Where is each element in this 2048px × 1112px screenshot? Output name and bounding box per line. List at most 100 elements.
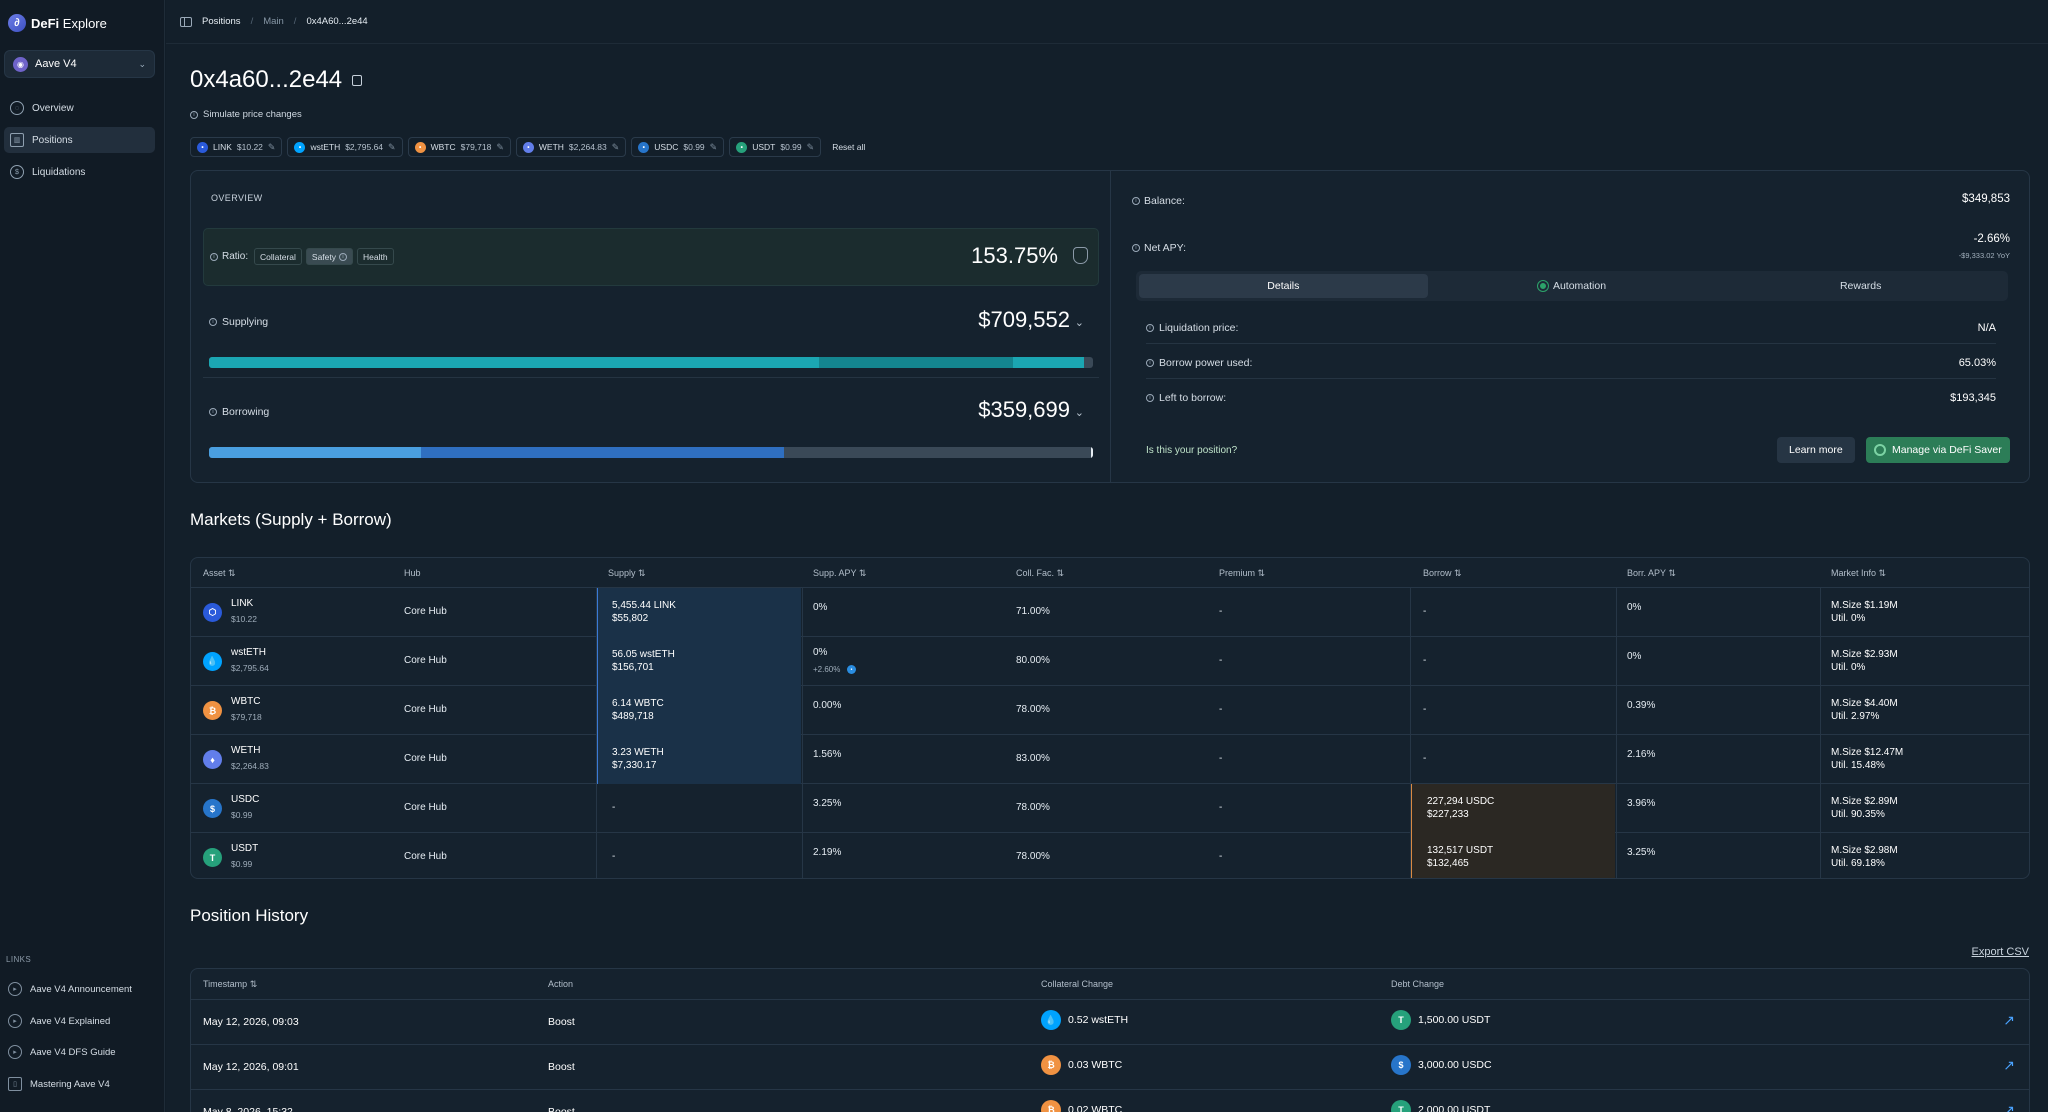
ratio-collateral-button[interactable]: Collateral [254,248,302,265]
column-header[interactable]: Premium ⇅ [1219,568,1266,578]
left-to-borrow-value: $193,345 [1950,392,1996,404]
column-header[interactable]: Coll. Fac. ⇅ [1016,568,1065,578]
weth-token-icon: • [522,141,534,153]
app-logo[interactable]: ∂ DeFi Explore [8,14,107,32]
chevron-down-icon[interactable]: ⌄ [1074,317,1084,329]
borrow-bar-segment [421,447,784,458]
column-header[interactable]: Supply ⇅ [608,568,646,578]
tab-details[interactable]: Details [1139,274,1428,298]
table-row[interactable]: ₿ WBTC $79,718 Core Hub 6.14 WBTC $489,718 0.0… [191,686,2029,735]
chip-price: $10.22 [236,142,263,152]
link-announcement[interactable]: ▸ Aave V4 Announcement [8,979,132,999]
sort-icon[interactable]: ⇅ [1451,568,1462,578]
price-chip-wsteth[interactable]: • wstETH $2,795.64 ✎ [287,137,403,157]
link-dfs-guide[interactable]: ▸ Aave V4 DFS Guide [8,1042,116,1062]
history-row[interactable]: May 8, 2026, 15:32 Boost ₿ 0.02 WBTC T 2,000.… [191,1089,2029,1112]
debt-amount: 2,000.00 USDT [1418,1104,1491,1112]
liquidation-price-value: N/A [1977,322,1996,334]
column-header[interactable]: Market Info ⇅ [1831,568,1887,578]
borrow-usd: $227,233 [1427,809,1469,820]
protocol-select[interactable]: ◉ Aave V4 ⌄ [4,50,155,78]
book-icon: ▯ [8,1077,22,1091]
column-header[interactable]: Supp. APY ⇅ [813,568,867,578]
external-link-icon[interactable]: ↗ [2003,1012,2015,1028]
history-row[interactable]: May 12, 2026, 09:01 Boost ₿ 0.03 WBTC $3,000… [191,1044,2029,1089]
overview-title: OVERVIEW [211,193,263,203]
globe-icon: ◌ [10,101,24,115]
table-row[interactable]: 💧 wstETH $2,795.64 Core Hub 56.05 wstETH $156… [191,637,2029,686]
page-title: 0x4a60...2e44 [190,66,363,94]
edit-icon[interactable]: ✎ [806,141,815,152]
asset-price: $0.99 [231,810,253,820]
price-chip-weth[interactable]: • WETH $2,264.83 ✎ [515,137,627,157]
tab-rewards[interactable]: Rewards [1839,280,1882,292]
link-explained[interactable]: ▸ Aave V4 Explained [8,1011,110,1031]
table-row[interactable]: ⬡ LINK $10.22 Core Hub 5,455.44 LINK $55,802 0… [191,588,2029,637]
edit-icon[interactable]: ✎ [611,141,620,152]
chip-price: $0.99 [683,142,705,152]
external-link-icon[interactable]: ↗ [2003,1057,2015,1073]
sort-icon[interactable]: ⇅ [1876,568,1887,578]
chevron-down-icon[interactable]: ⌄ [1074,407,1084,419]
price-chip-usdt[interactable]: • USDT $0.99 ✎ [729,137,822,157]
column-header[interactable]: Borrow ⇅ [1423,568,1462,578]
supply-usd: $55,802 [612,613,649,624]
market-size: M.Size $2.98M [1831,845,1898,856]
external-link-icon[interactable]: ↗ [2003,1102,2015,1112]
breadcrumb-positions[interactable]: Positions [202,16,241,27]
table-row[interactable]: T USDT $0.99 Core Hub - 2.19% 78.00% - 132,517 U… [191,833,2029,878]
borrow-highlight [1410,784,1615,833]
manage-defi-saver-button[interactable]: Manage via DeFi Saver [1866,437,2010,463]
sort-icon[interactable]: ⇅ [635,568,646,578]
markets-table: Asset ⇅ Hub Supply ⇅ Supp. APY ⇅ Coll. Fac. … [190,557,2030,879]
edit-icon[interactable]: ✎ [709,141,718,152]
edit-icon[interactable]: ✎ [267,141,276,152]
info-icon: i [1132,197,1140,205]
hub-cell: Core Hub [404,802,447,813]
supply-highlight [596,735,801,784]
learn-more-button[interactable]: Learn more [1777,437,1855,463]
copy-icon[interactable] [352,74,363,86]
column-header[interactable]: Borr. APY ⇅ [1627,568,1676,578]
edit-icon[interactable]: ✎ [496,141,504,152]
price-chip-wbtc[interactable]: • WBTC $79,718 ✎ [407,137,511,157]
sort-icon[interactable]: ⇅ [225,568,236,578]
column-header[interactable]: Asset ⇅ [203,568,236,578]
sidebar-item-overview[interactable]: ◌ Overview [4,95,155,121]
sort-icon[interactable]: ⇅ [1665,568,1676,578]
table-row[interactable]: $ USDC $0.99 Core Hub - 3.25% 78.00% - 227,294 U… [191,784,2029,833]
column-divider [596,588,597,878]
table-row[interactable]: ♦ WETH $2,264.83 Core Hub 3.23 WETH $7,330.17… [191,735,2029,784]
breadcrumb-main[interactable]: Main [263,16,284,27]
breadcrumb: Positions / Main / 0x4A60...2e44 [166,0,2048,44]
sort-icon[interactable]: ⇅ [247,979,258,989]
sort-icon[interactable]: ⇅ [1255,568,1266,578]
sidebar-toggle-icon[interactable] [180,16,192,27]
supply-amount: 3.23 WETH [612,747,664,758]
export-csv-link[interactable]: Export CSV [1971,946,2029,958]
aave-icon: ◉ [13,56,28,72]
sidebar-item-liquidations[interactable]: $ Liquidations [4,159,155,185]
your-position-link[interactable]: Is this your position? [1146,445,1238,456]
chip-symbol: USDT [752,142,776,152]
reset-all-button[interactable]: Reset all [832,142,866,152]
tab-automation[interactable]: Automation [1428,274,1717,298]
sort-icon[interactable]: ⇅ [1054,568,1065,578]
history-column-header[interactable]: Timestamp ⇅ [203,979,258,989]
price-chip-usdc[interactable]: • USDC $0.99 ✎ [631,137,725,157]
sidebar-item-positions[interactable]: ▥ Positions [4,127,155,153]
supplying-value: $709,552 [978,307,1070,332]
sort-icon[interactable]: ⇅ [856,568,867,578]
link-mastering[interactable]: ▯ Mastering Aave V4 [8,1074,110,1094]
ratio-health-button[interactable]: Health [357,248,394,265]
premium: - [1219,606,1223,617]
price-chip-link[interactable]: • LINK $10.22 ✎ [190,137,283,157]
market-size: M.Size $12.47M [1831,747,1904,758]
asset-name: USDC [231,794,260,805]
history-row[interactable]: May 12, 2026, 09:03 Boost 💧 0.52 wstETH T 1,5… [191,999,2029,1044]
chip-price: $0.99 [780,142,802,152]
token-icon: 💧 [1041,1010,1061,1030]
edit-icon[interactable]: ✎ [388,141,396,152]
ratio-safety-button[interactable]: Safety i [305,248,354,265]
dollar-icon: $ [10,165,24,179]
